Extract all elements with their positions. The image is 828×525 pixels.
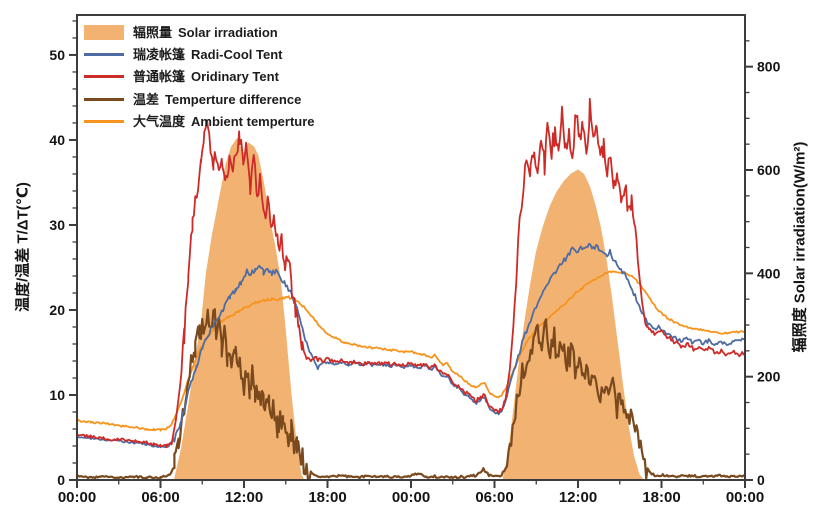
legend-label-en: Ambient temperture	[191, 114, 315, 130]
left-axis-tick-label: 40	[49, 132, 65, 148]
left-axis-tick-label: 50	[49, 47, 65, 63]
series-difference-line	[77, 308, 745, 480]
legend-label-en: Temperture difference	[165, 91, 302, 107]
legend-label-en: Solar irradiation	[178, 24, 278, 40]
x-axis-tick-label: 00:00	[392, 489, 430, 506]
x-axis-tick-label: 06:00	[141, 489, 179, 506]
ordinary-tent-line-swatch-icon	[84, 75, 124, 79]
legend-label-zh: 辐照量	[133, 24, 173, 40]
series-radicool-line	[77, 242, 745, 449]
left-axis-title: 温度/温差 T/ΔT(℃)	[14, 182, 32, 312]
legend-item-radi-cool-tent: 瑞凌帐篷 Radi-Cool Tent	[84, 43, 315, 65]
legend-label-en: Oridinary Tent	[191, 69, 279, 85]
legend-label-en: Radi-Cool Tent	[191, 47, 283, 63]
series-ambient-line	[77, 270, 745, 432]
series-ordinary-line	[77, 97, 745, 449]
right-axis-tick-label: 600	[757, 162, 781, 178]
right-axis-tick-label: 200	[757, 369, 781, 385]
left-axis-tick-label: 30	[49, 217, 65, 233]
right-axis-tick-label: 400	[757, 265, 781, 281]
right-axis-tick-label: 0	[757, 472, 765, 488]
right-axis-tick-label: 800	[757, 59, 781, 75]
legend-item-temperature-difference: 温差 Temperture difference	[84, 88, 315, 110]
left-axis-tick-label: 20	[49, 302, 65, 318]
legend-item-solar-irradiation: 辐照量 Solar irradiation	[84, 21, 315, 43]
legend: 辐照量 Solar irradiation 瑞凌帐篷 Radi-Cool Ten…	[84, 21, 315, 133]
temperature-difference-line-swatch-icon	[84, 97, 124, 101]
axes-ticks: 0 10 20 30 40 50 0 200 400 600 800 00:00 06:00 12:00 1…	[49, 20, 781, 506]
x-axis-tick-label: 18:00	[308, 489, 346, 506]
x-axis-tick-label: 12:00	[225, 489, 263, 506]
series-solar-area	[77, 137, 745, 480]
legend-label-zh: 瑞凌帐篷	[133, 47, 186, 63]
left-axis-tick-label: 10	[49, 387, 65, 403]
series-layer	[77, 97, 745, 480]
x-axis-tick-label: 06:00	[475, 489, 513, 506]
right-axis-title: 辐照度 Solar irradiation(W/m²)	[791, 141, 809, 353]
x-axis-tick-label: 18:00	[642, 489, 680, 506]
x-axis-tick-label: 00:00	[58, 489, 96, 506]
legend-label-zh: 大气温度	[133, 114, 186, 130]
solar-irradiation-swatch-icon	[84, 24, 124, 40]
legend-label-zh: 普通帐篷	[133, 69, 186, 85]
ambient-temperature-line-swatch-icon	[84, 120, 124, 124]
legend-item-ambient-temperature: 大气温度 Ambient temperture	[84, 111, 315, 133]
legend-label-zh: 温差	[133, 91, 160, 107]
x-axis-tick-label: 12:00	[559, 489, 597, 506]
legend-item-ordinary-tent: 普通帐篷 Oridinary Tent	[84, 66, 315, 88]
radi-cool-line-swatch-icon	[84, 53, 124, 57]
x-axis-tick-label: 00:00	[726, 489, 764, 506]
left-axis-tick-label: 0	[57, 472, 65, 488]
